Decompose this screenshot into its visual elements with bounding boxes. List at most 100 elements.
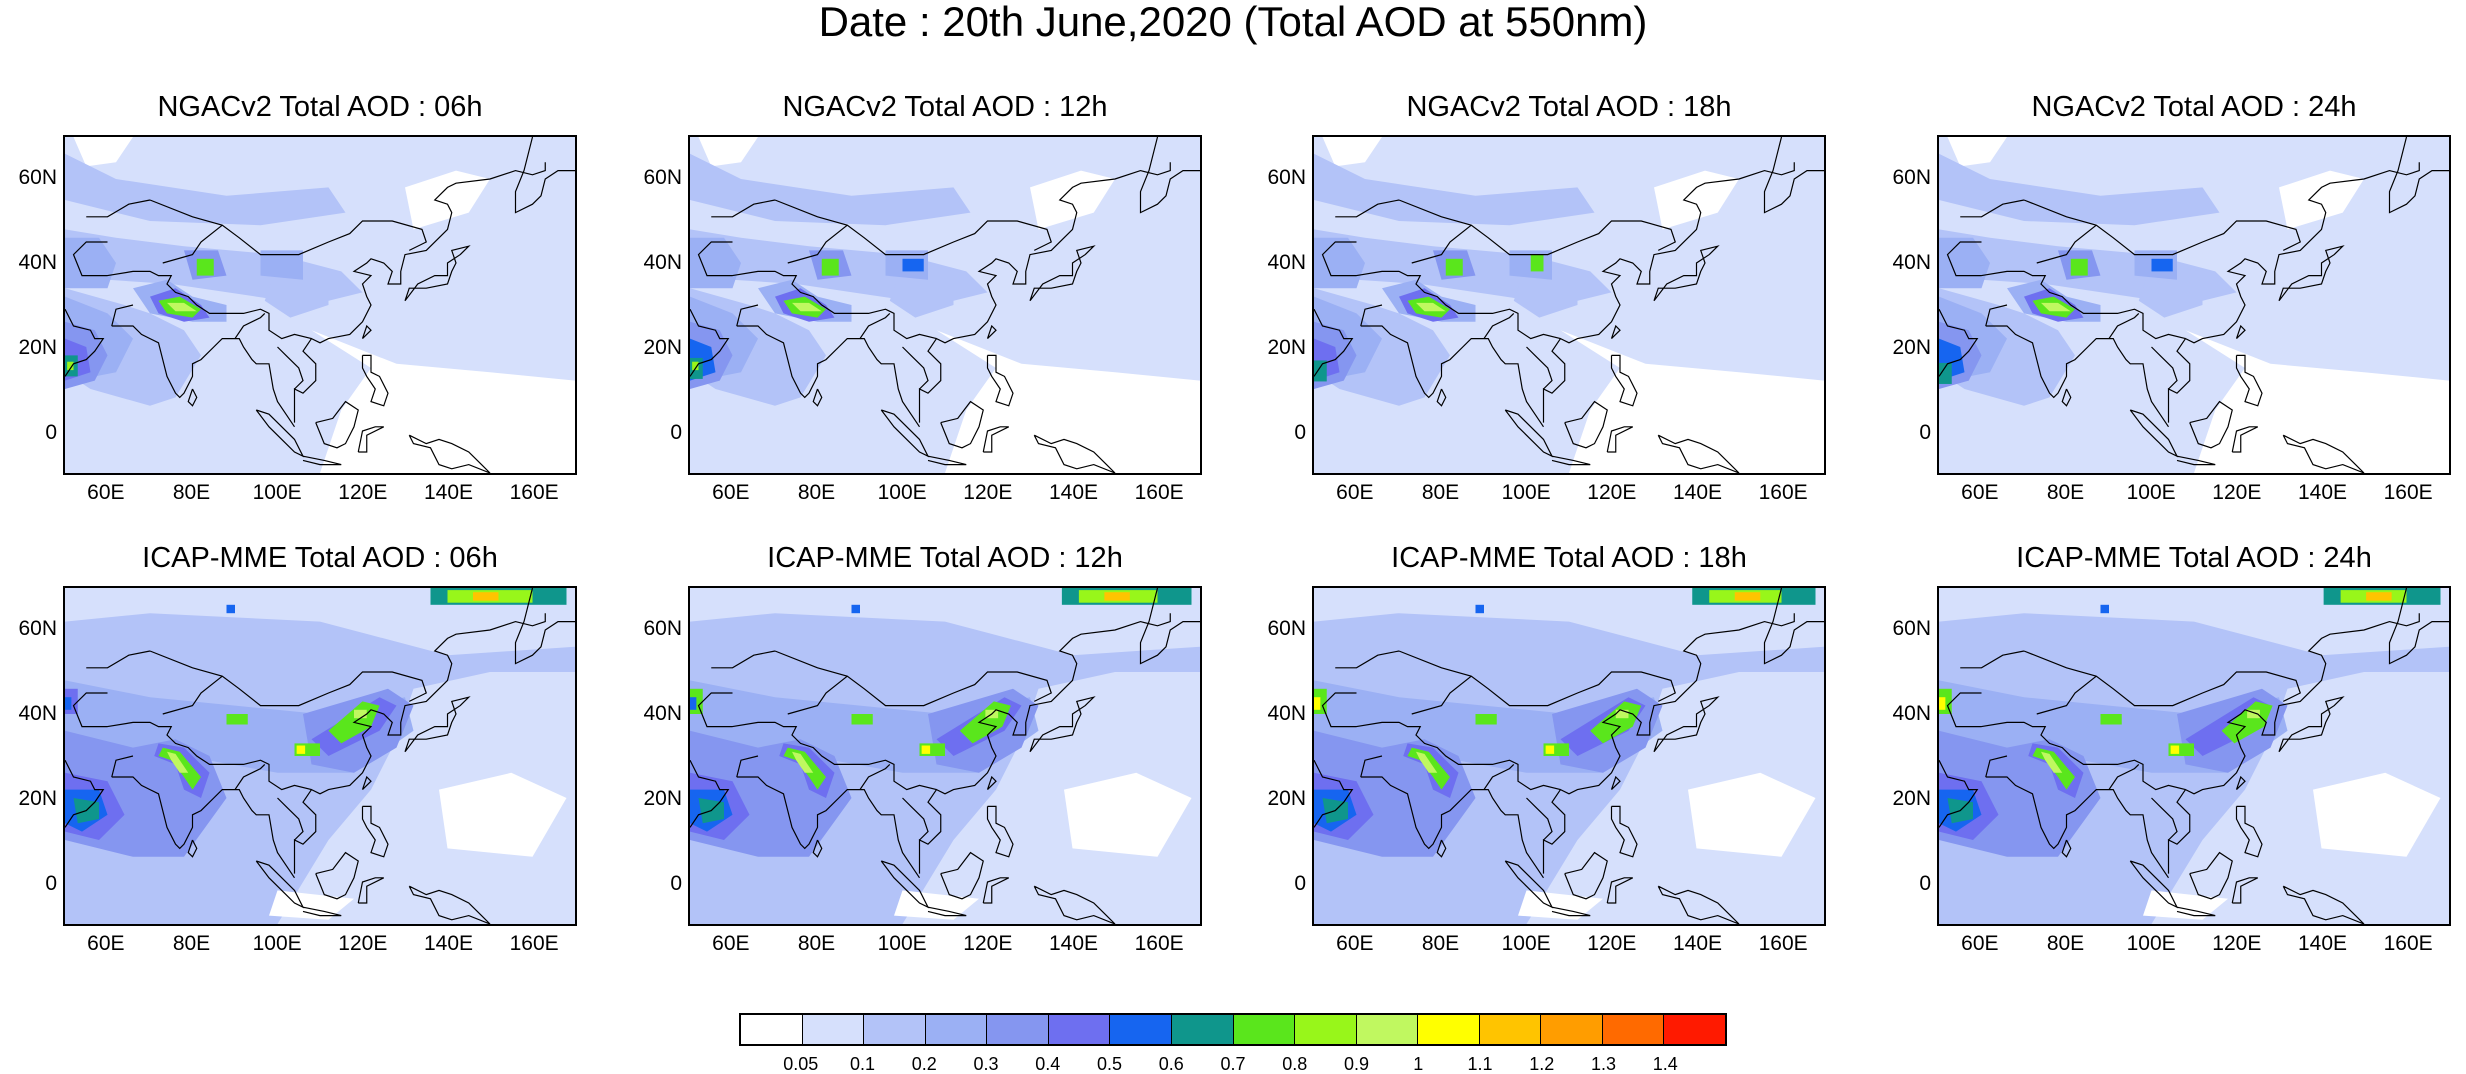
lat-tick-label: 40N <box>643 250 682 274</box>
colorbar-swatch <box>1171 1015 1234 1044</box>
colorbar-swatch <box>802 1015 865 1044</box>
coastline-border7 <box>1526 797 1553 841</box>
coastline-border6 <box>1483 312 1515 339</box>
lat-tick-label: 0 <box>1294 871 1306 895</box>
coastline-sumatra <box>880 409 930 458</box>
coastline-border7 <box>2151 346 2178 390</box>
colorbar-swatch <box>925 1015 988 1044</box>
lon-tick-label: 120E <box>338 932 388 955</box>
coastline-india <box>1985 776 2169 879</box>
coastline-border5 <box>111 755 134 778</box>
aod-map-panel <box>1937 135 2451 475</box>
aod-plume-core <box>2041 302 2071 312</box>
lon-tick-label: 160E <box>1134 932 1184 955</box>
clean-air-pacific <box>936 330 1200 473</box>
coastline-border2 <box>697 692 733 728</box>
coastline-border6 <box>2108 312 2140 339</box>
coastline-indochina <box>293 162 546 423</box>
coastline-border7 <box>277 797 304 841</box>
aod-map <box>1314 137 1824 473</box>
coastline-taiwan <box>986 775 997 791</box>
panel-title: ICAP-MME Total AOD : 12h <box>767 542 1123 574</box>
coastline-border5 <box>1360 304 1383 327</box>
coastline-philippines <box>2235 805 2263 858</box>
aod-peak-caspian <box>1314 697 1321 710</box>
aod-peak-caspian <box>690 697 697 710</box>
coastline-sulawesi <box>982 877 1010 904</box>
coastline-border7 <box>902 797 929 841</box>
lon-tick-label: 120E <box>963 932 1013 955</box>
aod-band-pacific <box>277 672 575 924</box>
lon-tick-label: 160E <box>1758 932 1808 955</box>
lon-tick-label: 100E <box>2126 932 2176 955</box>
coastline-kamchatka <box>2388 137 2449 214</box>
aod-peak-caspian <box>65 697 72 710</box>
lon-tick-label: 80E <box>2046 481 2085 504</box>
aod-map <box>690 588 1200 924</box>
coastline-indochina <box>293 613 546 874</box>
coastline-border1 <box>107 270 312 340</box>
lon-tick-label: 140E <box>1672 481 1723 504</box>
coastline-indochina <box>1542 613 1795 874</box>
aod-band-pacific <box>2151 672 2449 924</box>
coastline-india <box>1360 325 1544 428</box>
colorbar-swatch <box>1110 1015 1172 1044</box>
coastline-border1 <box>1981 721 2186 791</box>
coastline-srilanka <box>187 839 198 858</box>
lat-tick-label: 20N <box>1892 786 1931 810</box>
clean-air-north <box>1322 137 1382 167</box>
coastline-japan <box>2278 696 2345 753</box>
lon-tick-label: 100E <box>2126 481 2176 504</box>
coastline-japan <box>1653 245 1720 302</box>
lat-tick-label: 60N <box>1267 616 1306 640</box>
coastline-java <box>927 906 967 917</box>
coastline-border2 <box>1946 241 1982 277</box>
coastline-arabia <box>690 759 730 828</box>
coastline-border6 <box>234 763 266 790</box>
aod-plume-core <box>792 302 822 312</box>
colorbar-label: 0.5 <box>1096 1054 1123 1074</box>
panel-title: ICAP-MME Total AOD : 24h <box>2016 542 2372 574</box>
coastline-srilanka <box>1436 388 1447 407</box>
lon-tick-label: 60E <box>87 932 125 955</box>
coastline-philippines <box>361 805 389 858</box>
coastline-indochina <box>918 162 1171 423</box>
aod-hotspot-yemen-peak <box>692 361 699 371</box>
coastline-border6 <box>1483 763 1515 790</box>
coastline-philippines <box>361 354 389 407</box>
coastline-taiwan <box>361 775 372 791</box>
aod-peak-sichuan <box>921 745 931 754</box>
lat-tick-label: 60N <box>18 616 57 640</box>
aod-band-north <box>1939 153 2220 226</box>
coastline-philippines <box>986 805 1014 858</box>
lat-tick-label: 0 <box>670 420 682 444</box>
aod-hotspot-yemen-peak <box>67 361 74 371</box>
coastline-border5 <box>736 755 759 778</box>
colorbar-label: 0.7 <box>1220 1054 1246 1074</box>
coastline-sulawesi <box>357 877 385 904</box>
coastline-arabia <box>1939 308 1979 377</box>
coastline-border2 <box>72 241 108 277</box>
coastline-borneo <box>2189 851 2233 900</box>
coastline-sulawesi <box>982 426 1010 453</box>
coastline-newguinea <box>408 885 491 924</box>
colorbar-label: 0.05 <box>783 1054 819 1074</box>
coastline-newguinea <box>1657 885 1740 924</box>
lat-tick-label: 60N <box>643 616 682 640</box>
lat-tick-label: 40N <box>1267 701 1306 725</box>
coastline-japan <box>404 245 471 302</box>
coastline-kamchatka <box>1139 137 1200 214</box>
clean-air-north <box>1947 137 2007 167</box>
coastline-sumatra <box>1504 860 1554 909</box>
coastline-border8 <box>1335 650 1400 669</box>
lon-tick-label: 100E <box>1501 932 1551 955</box>
colorbar-label: 1.4 <box>1652 1054 1678 1074</box>
coastline-sumatra <box>880 860 930 909</box>
lat-tick-label: 0 <box>45 871 57 895</box>
coastline-srilanka <box>2061 839 2072 858</box>
aod-map-panel <box>1312 586 1826 926</box>
lon-tick-label: 160E <box>509 932 559 955</box>
clean-air-pacific <box>1560 330 1824 473</box>
coastline-philippines <box>2235 354 2263 407</box>
clean-air-northeast <box>1030 170 1115 230</box>
